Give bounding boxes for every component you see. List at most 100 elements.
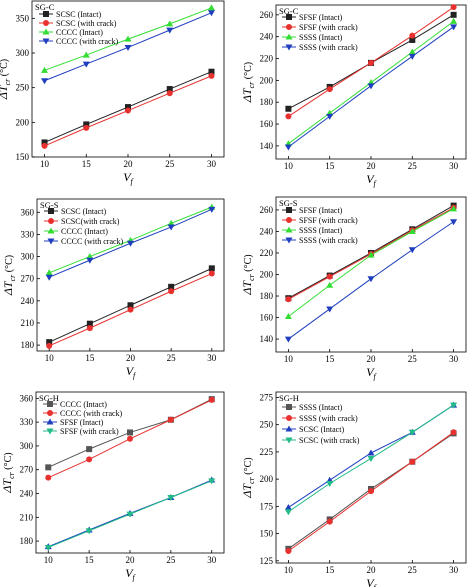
series-2 — [45, 396, 215, 481]
y-tick-label: 200 — [16, 117, 30, 127]
panel-title: SG-C — [279, 6, 299, 16]
y-tick-label: 210 — [20, 512, 34, 522]
data-point — [127, 240, 134, 247]
data-point — [168, 283, 175, 290]
series-1 — [41, 68, 215, 146]
chart-panel-2: 10 15 20 25 30 140 160 180 200 220 240 260 SG-C Vf ΔTc… — [240, 4, 467, 188]
legend-marker — [286, 404, 292, 410]
y-tick-label: 300 — [21, 252, 35, 262]
y-tick-label: 160 — [260, 119, 274, 129]
legend-entry: SCSC(with crack) — [61, 217, 120, 226]
series-4 — [45, 206, 216, 281]
legend-marker — [47, 238, 55, 245]
data-point — [207, 10, 215, 17]
y-tick-label: 360 — [20, 393, 34, 403]
y-tick-label: 140 — [260, 141, 274, 151]
series-1 — [46, 265, 215, 346]
y-axis-label: ΔTcr (°C) — [240, 457, 256, 498]
data-point — [285, 296, 292, 303]
legend-entry: CCCC (with crack) — [61, 237, 124, 246]
legend-marker — [285, 425, 293, 432]
series-4 — [44, 478, 216, 551]
y-tick-label: 300 — [20, 441, 34, 451]
y-axis-label: ΔTcr (°C) — [240, 254, 256, 295]
chart-panel-4: 10 15 20 25 30 140 160 180 200 220 240 260 SG-S Vf ΔTc… — [240, 196, 467, 381]
legend-marker — [286, 14, 292, 20]
legend-marker — [46, 418, 54, 425]
y-tick-label: 270 — [21, 274, 35, 284]
series-3 — [284, 205, 458, 319]
data-point — [167, 416, 174, 423]
legend: SFSF (Intact)SFSF (with crack)SSSS (Inta… — [282, 206, 358, 245]
data-point — [367, 251, 375, 258]
y-tick-label: 140 — [260, 334, 274, 344]
legend-entry: SCSC (Intact) — [299, 425, 344, 434]
data-point — [284, 312, 292, 319]
data-point — [82, 61, 90, 68]
data-point — [44, 544, 52, 551]
legend-marker — [43, 20, 49, 26]
data-point — [285, 548, 292, 555]
legend-entry: SCSC (Intact) — [56, 10, 101, 19]
legend-entry: SFSF (with crack) — [299, 216, 358, 225]
legend-marker — [48, 218, 54, 224]
x-tick-label: 10 — [284, 354, 294, 364]
series-3 — [41, 4, 215, 73]
data-point — [86, 257, 94, 264]
series-4 — [41, 10, 215, 85]
data-point — [409, 32, 416, 39]
data-point — [41, 142, 48, 149]
panel-title: SG-S — [279, 198, 298, 208]
x-tick-label: 25 — [408, 161, 418, 171]
legend-marker — [47, 401, 53, 407]
data-point — [126, 511, 134, 518]
data-point — [367, 455, 375, 462]
x-axis-label: Vf — [126, 364, 137, 380]
data-point — [285, 105, 292, 112]
y-tick-label: 330 — [20, 417, 34, 427]
y-tick-label: 180 — [21, 340, 35, 350]
data-point — [326, 480, 334, 487]
data-point — [368, 59, 374, 66]
x-tick-label: 10 — [284, 565, 294, 575]
data-point — [167, 494, 175, 501]
data-point — [46, 339, 53, 346]
x-tick-label: 15 — [325, 354, 335, 364]
legend-marker — [285, 237, 293, 244]
data-point — [408, 247, 416, 254]
data-point — [409, 36, 416, 43]
data-point — [45, 474, 52, 481]
y-tick-label: 220 — [260, 54, 274, 64]
data-point — [284, 509, 292, 516]
data-point — [82, 51, 90, 58]
x-tick-label: 25 — [408, 354, 418, 364]
legend-marker — [42, 28, 50, 35]
data-point — [450, 402, 458, 409]
legend-entry: SSSS (Intact) — [299, 226, 343, 235]
data-point — [409, 458, 416, 465]
data-point — [408, 48, 416, 55]
legend: SCSC (Intact)SCSC (with crack)CCCC (Inta… — [39, 10, 119, 46]
legend-marker — [286, 207, 292, 213]
data-point — [450, 205, 458, 212]
data-point — [41, 78, 49, 85]
data-point — [45, 464, 52, 471]
legend-entry: SSSS (with crack) — [299, 236, 358, 245]
data-point — [367, 83, 375, 90]
x-tick-label: 15 — [325, 161, 335, 171]
data-point — [408, 53, 416, 60]
data-point — [86, 325, 93, 332]
series-4 — [284, 219, 458, 343]
y-axis-label: ΔTcr (°C) — [240, 62, 256, 103]
y-tick-label: 275 — [260, 392, 274, 402]
x-axis-label: Vf — [366, 365, 377, 381]
x-axis-label: Vf — [366, 172, 377, 188]
legend: CCCC (Intact)CCCC (with crack)SFSF (Inta… — [43, 400, 123, 436]
data-point — [450, 24, 458, 31]
legend-entry: SFSF (Intact) — [299, 13, 343, 22]
y-tick-label: 180 — [20, 536, 34, 546]
legend-marker — [42, 38, 50, 45]
data-point — [86, 446, 93, 453]
series-2 — [285, 429, 457, 555]
legend-entry: SFSF (Intact) — [60, 418, 104, 427]
